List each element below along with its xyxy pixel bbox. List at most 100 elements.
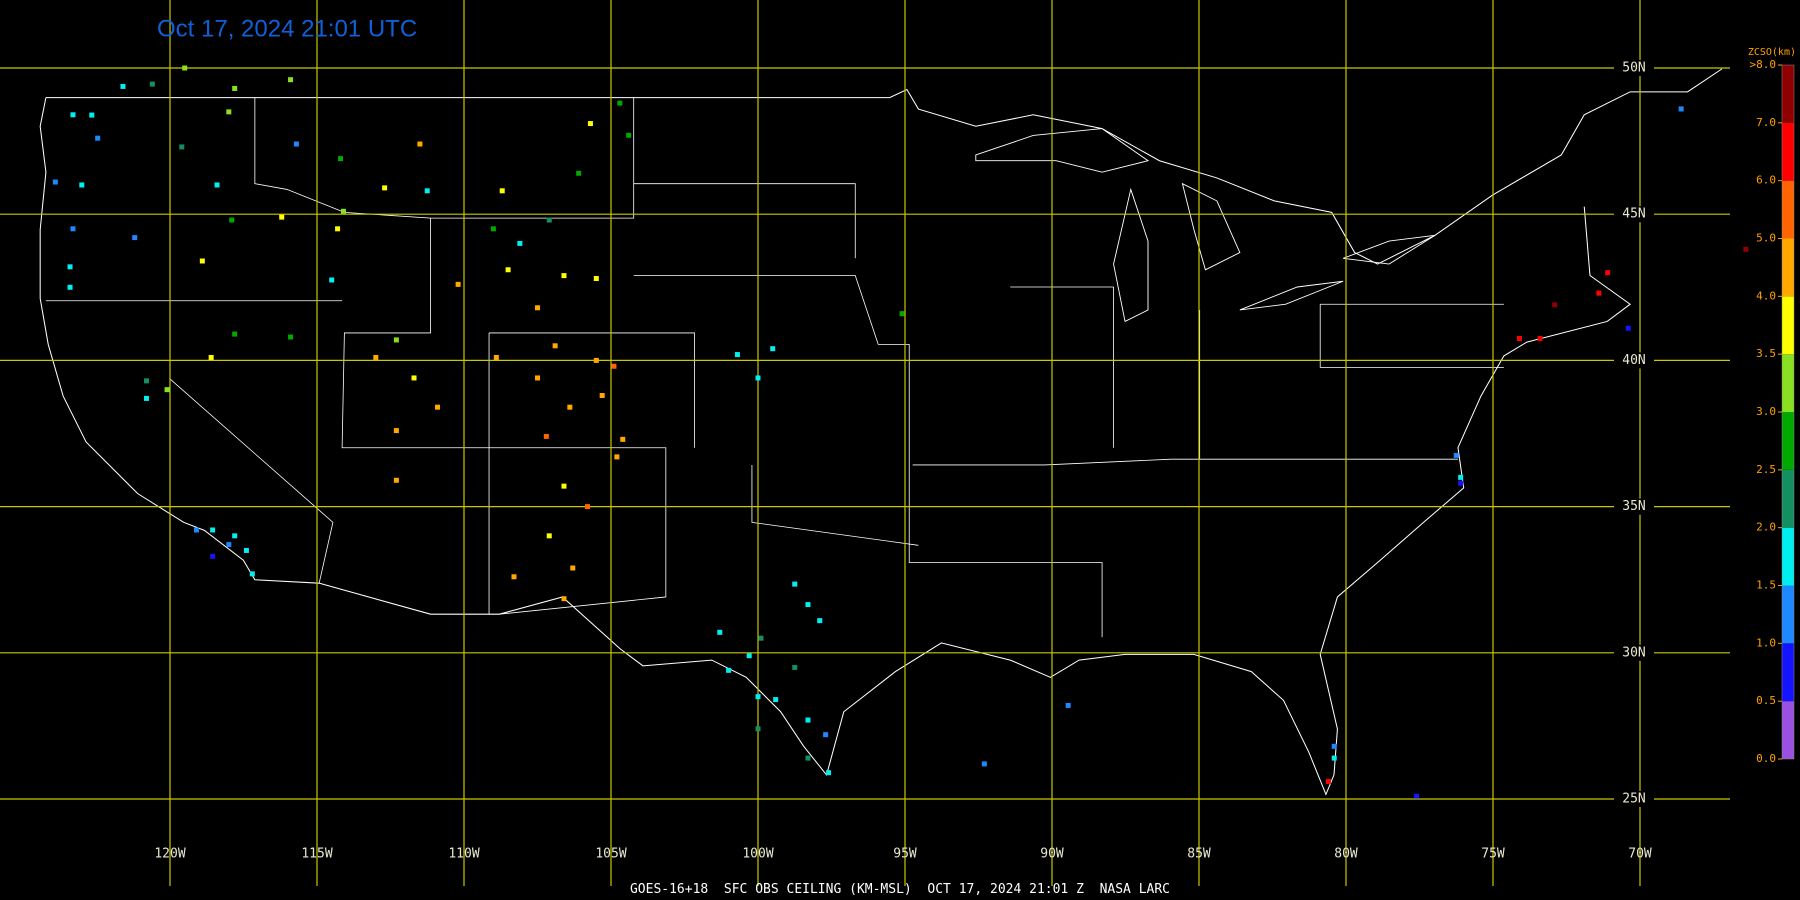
state-lines <box>45 97 1504 638</box>
title: Oct 17, 2024 21:01 UTC <box>157 15 417 42</box>
colorbar-label: 1.5 <box>1756 579 1776 592</box>
footer: GOES-16+18 SFC OBS CEILING (KM-MSL) OCT … <box>630 882 1170 897</box>
station <box>193 527 199 533</box>
station <box>52 179 58 185</box>
station <box>726 667 732 673</box>
station <box>746 653 752 659</box>
station <box>614 454 620 460</box>
station <box>67 264 73 270</box>
station <box>149 81 155 87</box>
station <box>143 395 149 401</box>
colorbar-bin <box>1782 354 1794 412</box>
colorbar-label: 0.5 <box>1756 694 1776 707</box>
station <box>164 387 170 393</box>
station <box>208 354 214 360</box>
lat-label: 45N <box>1622 207 1645 222</box>
colorbar-bin <box>1782 643 1794 702</box>
station <box>335 226 341 232</box>
lat-label: 35N <box>1622 499 1645 514</box>
station <box>826 770 832 776</box>
station <box>792 664 798 670</box>
station <box>755 694 761 700</box>
station <box>279 214 285 220</box>
station <box>611 363 617 369</box>
colorbar-title: ZCSO(km) <box>1748 47 1796 58</box>
graticule: 120W 115W 110W 105W 100W 95W 90W 85W 80W 75W 70W 50… <box>0 0 1730 886</box>
lon-label: 100W <box>742 847 773 862</box>
colorbar-frame <box>1781 64 1795 760</box>
station <box>567 404 573 410</box>
station <box>755 375 761 381</box>
station <box>393 337 399 343</box>
station <box>232 331 238 337</box>
station <box>79 182 85 188</box>
station <box>226 542 232 548</box>
colorbar-bin <box>1782 412 1794 470</box>
station <box>1552 302 1558 308</box>
station <box>214 182 220 188</box>
station <box>561 483 567 489</box>
station <box>576 170 582 176</box>
station <box>1065 702 1071 708</box>
station <box>792 581 798 587</box>
station <box>543 433 549 439</box>
us-outline <box>39 68 1723 796</box>
colorbar-bin <box>1782 296 1794 355</box>
station <box>210 553 216 559</box>
colorbar-bin <box>1782 469 1794 528</box>
station <box>120 83 126 89</box>
station <box>67 284 73 290</box>
station <box>499 188 505 194</box>
station <box>535 375 540 381</box>
colorbar-label: 5.0 <box>1756 232 1776 245</box>
station <box>1596 290 1602 296</box>
station <box>232 533 238 539</box>
station <box>546 533 552 539</box>
station <box>1458 480 1464 486</box>
lon-label: 120W <box>154 847 185 862</box>
station <box>817 618 823 624</box>
station <box>805 717 811 723</box>
colorbar-bin <box>1782 65 1794 123</box>
station <box>329 277 335 283</box>
station <box>89 112 95 118</box>
colorbar-bin <box>1782 180 1794 239</box>
station <box>288 334 294 340</box>
colorbar-label: 7.0 <box>1756 116 1776 129</box>
lon-label: 110W <box>448 847 479 862</box>
station <box>570 565 576 571</box>
station <box>561 596 567 602</box>
station <box>1325 778 1331 784</box>
colorbar-bin <box>1782 527 1794 586</box>
station <box>393 428 399 434</box>
lat-label-bg <box>1614 60 1654 76</box>
station <box>293 141 299 147</box>
colorbar-label: 2.5 <box>1756 463 1776 476</box>
station <box>770 346 776 352</box>
station <box>424 188 430 194</box>
colorbar-bin <box>1782 585 1794 644</box>
lat-label: 50N <box>1622 61 1645 76</box>
station <box>70 226 76 232</box>
colorbar-label: 2.0 <box>1756 521 1776 534</box>
station <box>1678 106 1684 112</box>
lon-label: 90W <box>1040 847 1064 862</box>
colorbar-label: >8.0 <box>1750 58 1777 71</box>
station <box>1331 743 1337 749</box>
station <box>411 375 417 381</box>
station <box>1625 325 1631 331</box>
station <box>584 504 590 510</box>
lon-label: 85W <box>1187 847 1211 862</box>
station <box>517 240 523 246</box>
colorbar-label: 6.0 <box>1756 174 1776 187</box>
lon-label: 80W <box>1334 847 1358 862</box>
station <box>249 571 255 577</box>
station <box>626 132 632 138</box>
station <box>1331 755 1337 761</box>
station <box>95 135 101 141</box>
station <box>493 354 499 360</box>
station <box>511 574 517 580</box>
station <box>617 100 623 106</box>
